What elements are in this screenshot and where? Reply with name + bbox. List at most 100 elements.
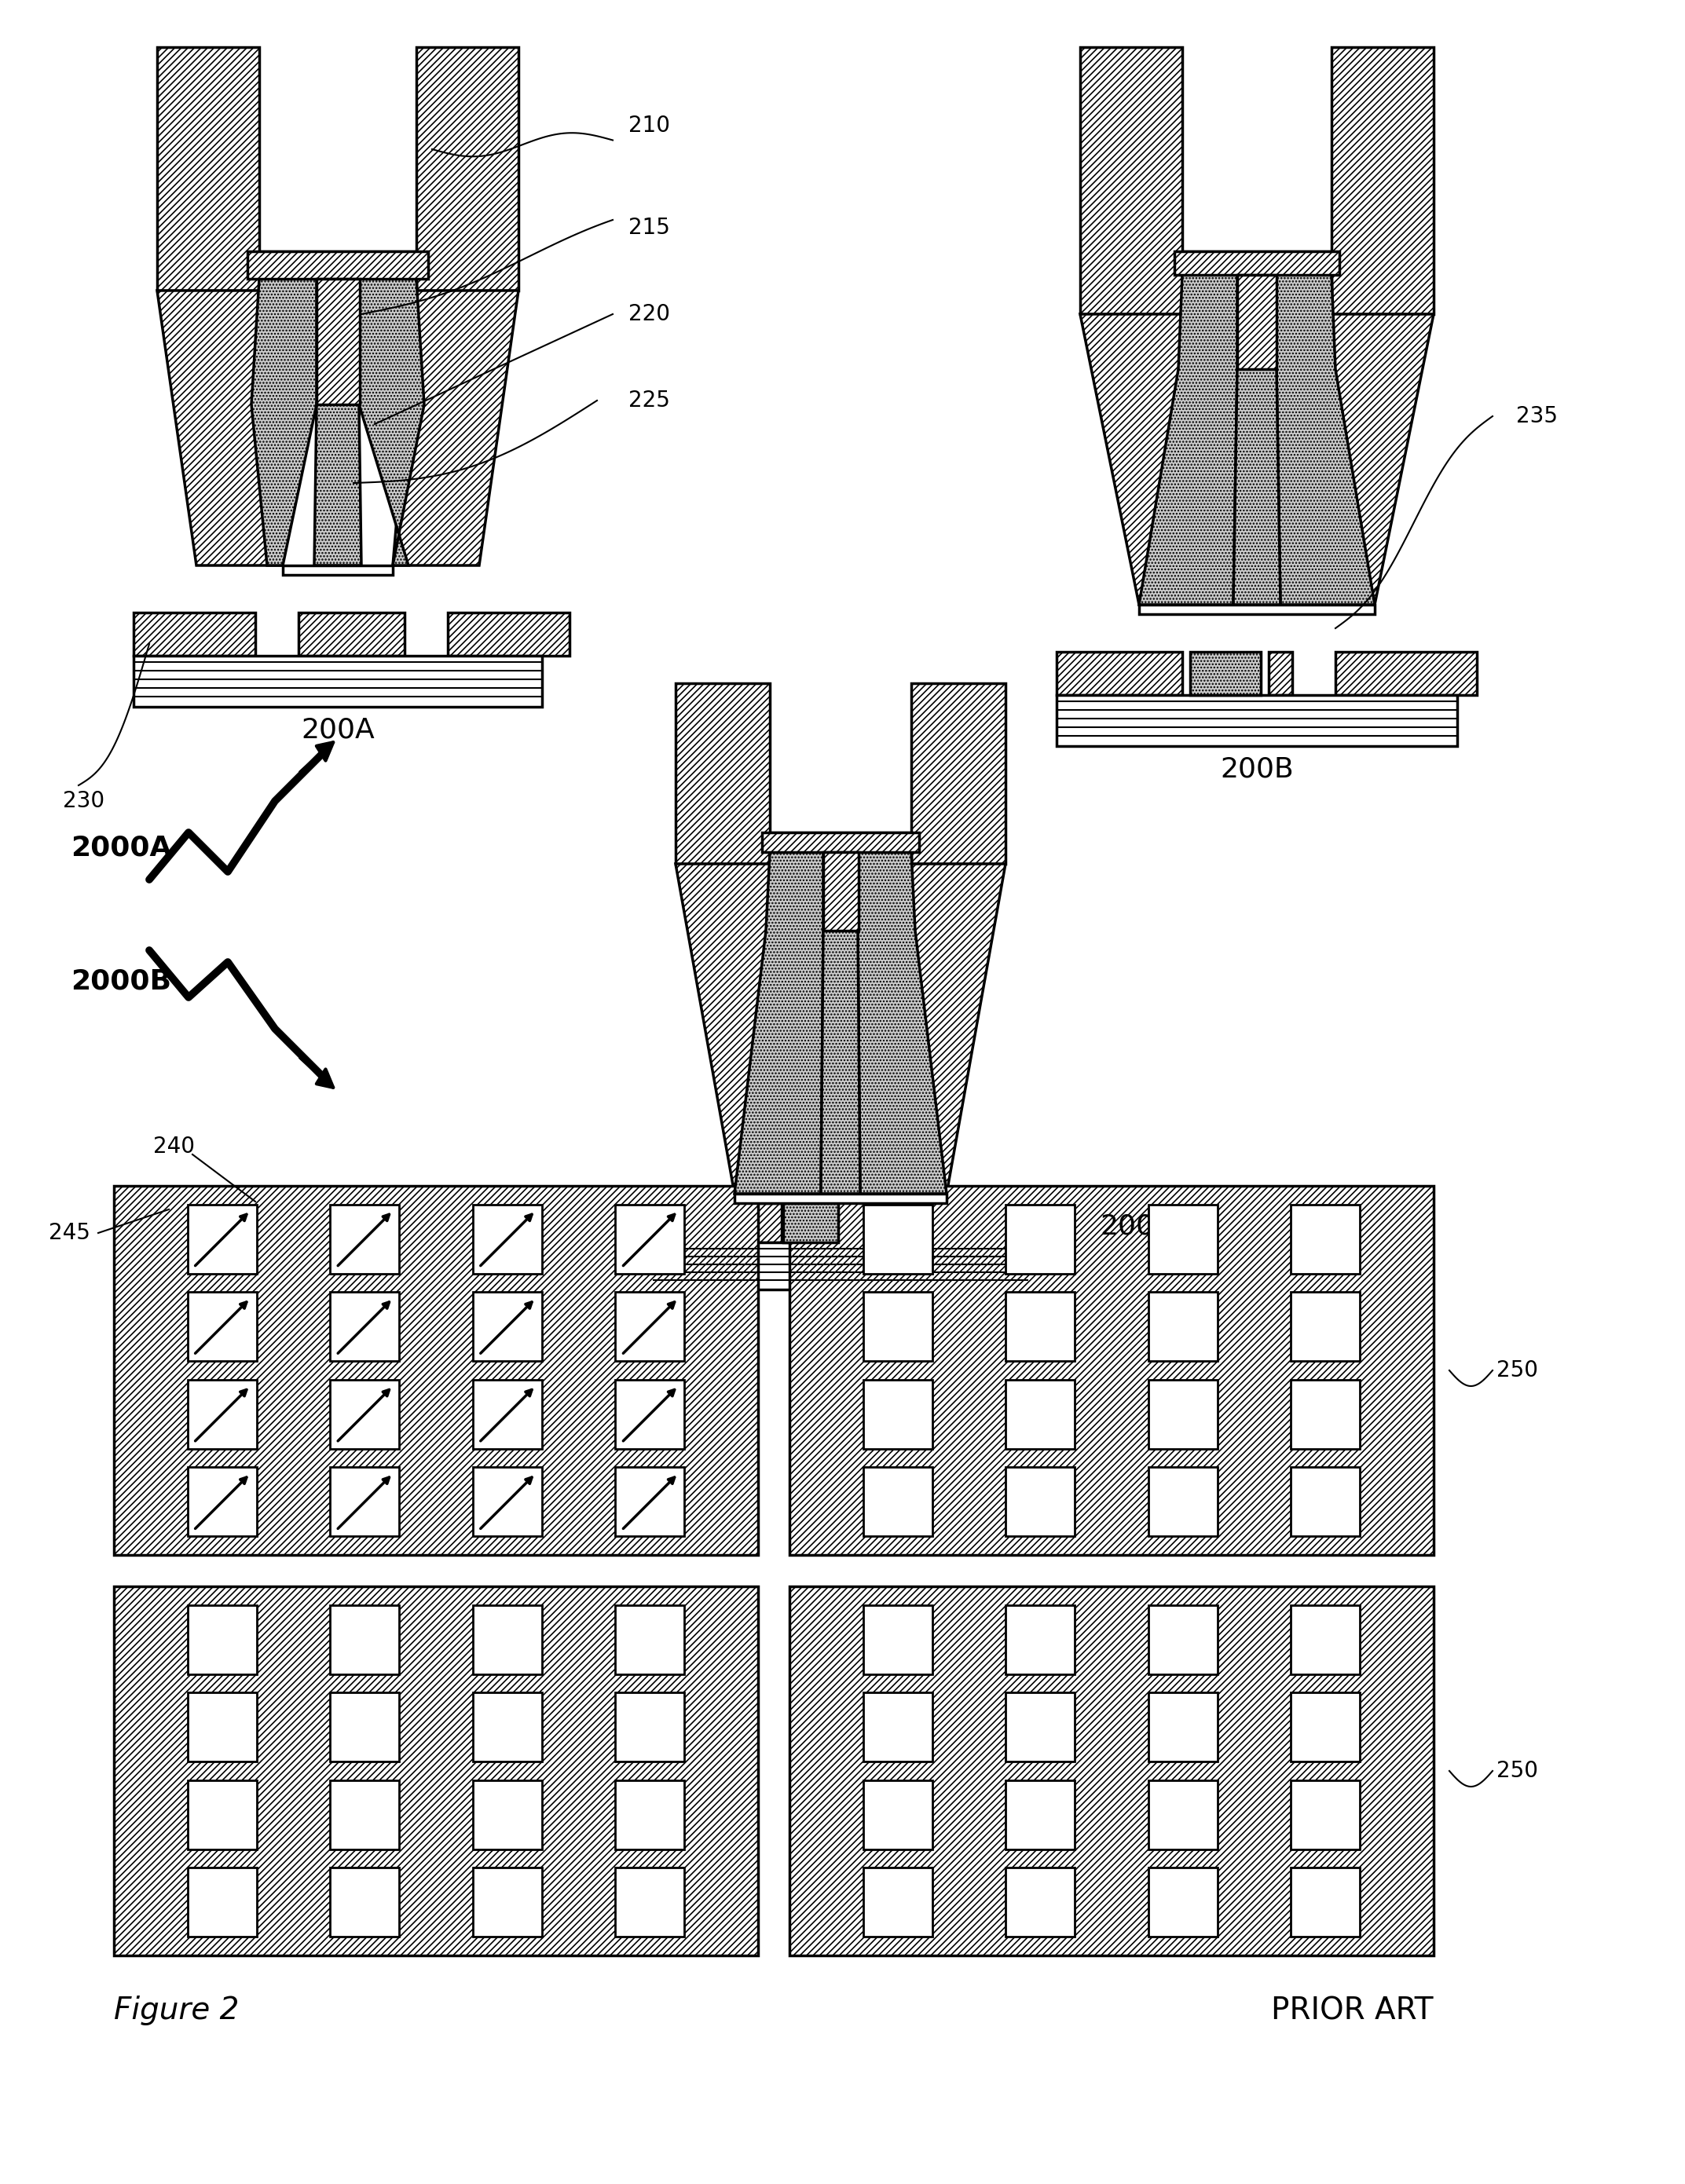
Bar	[330, 1867, 399, 1937]
Bar	[1056, 651, 1183, 695]
Bar	[1147, 1293, 1218, 1361]
Bar	[1269, 651, 1292, 695]
Bar	[1174, 251, 1340, 275]
Bar	[615, 1203, 684, 1273]
Bar	[770, 832, 912, 865]
Bar	[473, 1780, 543, 1850]
Bar	[1291, 1780, 1360, 1850]
Bar	[1147, 1780, 1218, 1850]
Bar	[1147, 1468, 1218, 1535]
Text: 225: 225	[629, 389, 671, 411]
Bar	[1080, 48, 1183, 314]
Bar	[790, 1586, 1434, 1955]
Text: 245: 245	[49, 1223, 91, 1245]
Bar	[1139, 605, 1375, 614]
Bar	[473, 1293, 543, 1361]
Bar	[790, 1186, 1434, 1555]
Bar	[615, 1468, 684, 1535]
Bar	[187, 1380, 256, 1448]
Bar	[1336, 651, 1476, 695]
Bar	[1291, 1293, 1360, 1361]
Bar	[330, 1293, 399, 1361]
Polygon shape	[821, 930, 859, 1195]
Text: 220: 220	[629, 304, 671, 325]
Bar	[1056, 695, 1458, 747]
Bar	[1190, 651, 1260, 695]
Bar	[248, 251, 428, 280]
Bar	[187, 1203, 256, 1273]
Text: 200A: 200A	[302, 716, 374, 745]
Text: Figure 2: Figure 2	[115, 1996, 239, 2025]
Text: 240: 240	[153, 1136, 195, 1158]
Polygon shape	[858, 852, 947, 1195]
Text: 2000A: 2000A	[71, 834, 172, 860]
Bar	[330, 1203, 399, 1273]
Bar	[448, 612, 570, 655]
Polygon shape	[393, 290, 519, 566]
Bar	[330, 1468, 399, 1535]
Bar	[330, 1605, 399, 1673]
Bar	[473, 1693, 543, 1762]
Bar	[133, 612, 256, 655]
Polygon shape	[313, 404, 361, 566]
Bar	[1147, 1867, 1218, 1937]
Bar	[187, 1693, 256, 1762]
Polygon shape	[1281, 314, 1434, 605]
Bar	[1006, 1693, 1075, 1762]
Bar	[863, 1293, 932, 1361]
Bar	[330, 1780, 399, 1850]
Polygon shape	[676, 865, 821, 1195]
Bar	[157, 48, 259, 290]
Bar	[863, 1380, 932, 1448]
Polygon shape	[735, 852, 824, 1195]
Text: 200C: 200C	[1100, 1214, 1174, 1241]
Bar	[1291, 1693, 1360, 1762]
Polygon shape	[1233, 369, 1281, 605]
Polygon shape	[1080, 314, 1233, 605]
Text: 250: 250	[1496, 1760, 1538, 1782]
Bar	[473, 1605, 543, 1673]
Bar	[1291, 1468, 1360, 1535]
Bar	[1183, 251, 1331, 314]
Bar	[863, 1867, 932, 1937]
Polygon shape	[359, 280, 425, 566]
Bar	[416, 48, 519, 290]
Bar	[652, 1243, 1030, 1289]
Bar	[298, 612, 404, 655]
Text: 230: 230	[62, 791, 104, 812]
Bar	[1006, 1867, 1075, 1937]
Bar	[187, 1605, 256, 1673]
Bar	[1291, 1605, 1360, 1673]
Bar	[1291, 1203, 1360, 1273]
Bar	[1006, 1780, 1075, 1850]
Bar	[912, 684, 1006, 865]
Bar	[824, 852, 859, 930]
Bar	[615, 1293, 684, 1361]
Bar	[1006, 1380, 1075, 1448]
Bar	[317, 280, 361, 404]
Text: 2000B: 2000B	[71, 968, 172, 996]
Text: 210: 210	[629, 114, 671, 138]
Bar	[1147, 1203, 1218, 1273]
Bar	[330, 1380, 399, 1448]
Bar	[863, 1203, 932, 1273]
Bar	[1291, 1867, 1360, 1937]
Bar	[1331, 48, 1434, 314]
Bar	[676, 684, 770, 865]
Bar	[473, 1867, 543, 1937]
Bar	[1147, 1380, 1218, 1448]
Bar	[187, 1468, 256, 1535]
Bar	[1237, 275, 1277, 369]
Bar	[330, 1693, 399, 1762]
Bar	[1291, 1380, 1360, 1448]
Bar	[187, 1293, 256, 1361]
Bar	[1147, 1693, 1218, 1762]
Bar	[115, 1186, 758, 1555]
Text: 200B: 200B	[1220, 756, 1294, 784]
Bar	[115, 1586, 758, 1955]
Bar	[784, 1203, 837, 1243]
Text: 235: 235	[1516, 406, 1557, 428]
Bar	[1006, 1605, 1075, 1673]
Polygon shape	[157, 290, 283, 566]
Bar	[1006, 1293, 1075, 1361]
